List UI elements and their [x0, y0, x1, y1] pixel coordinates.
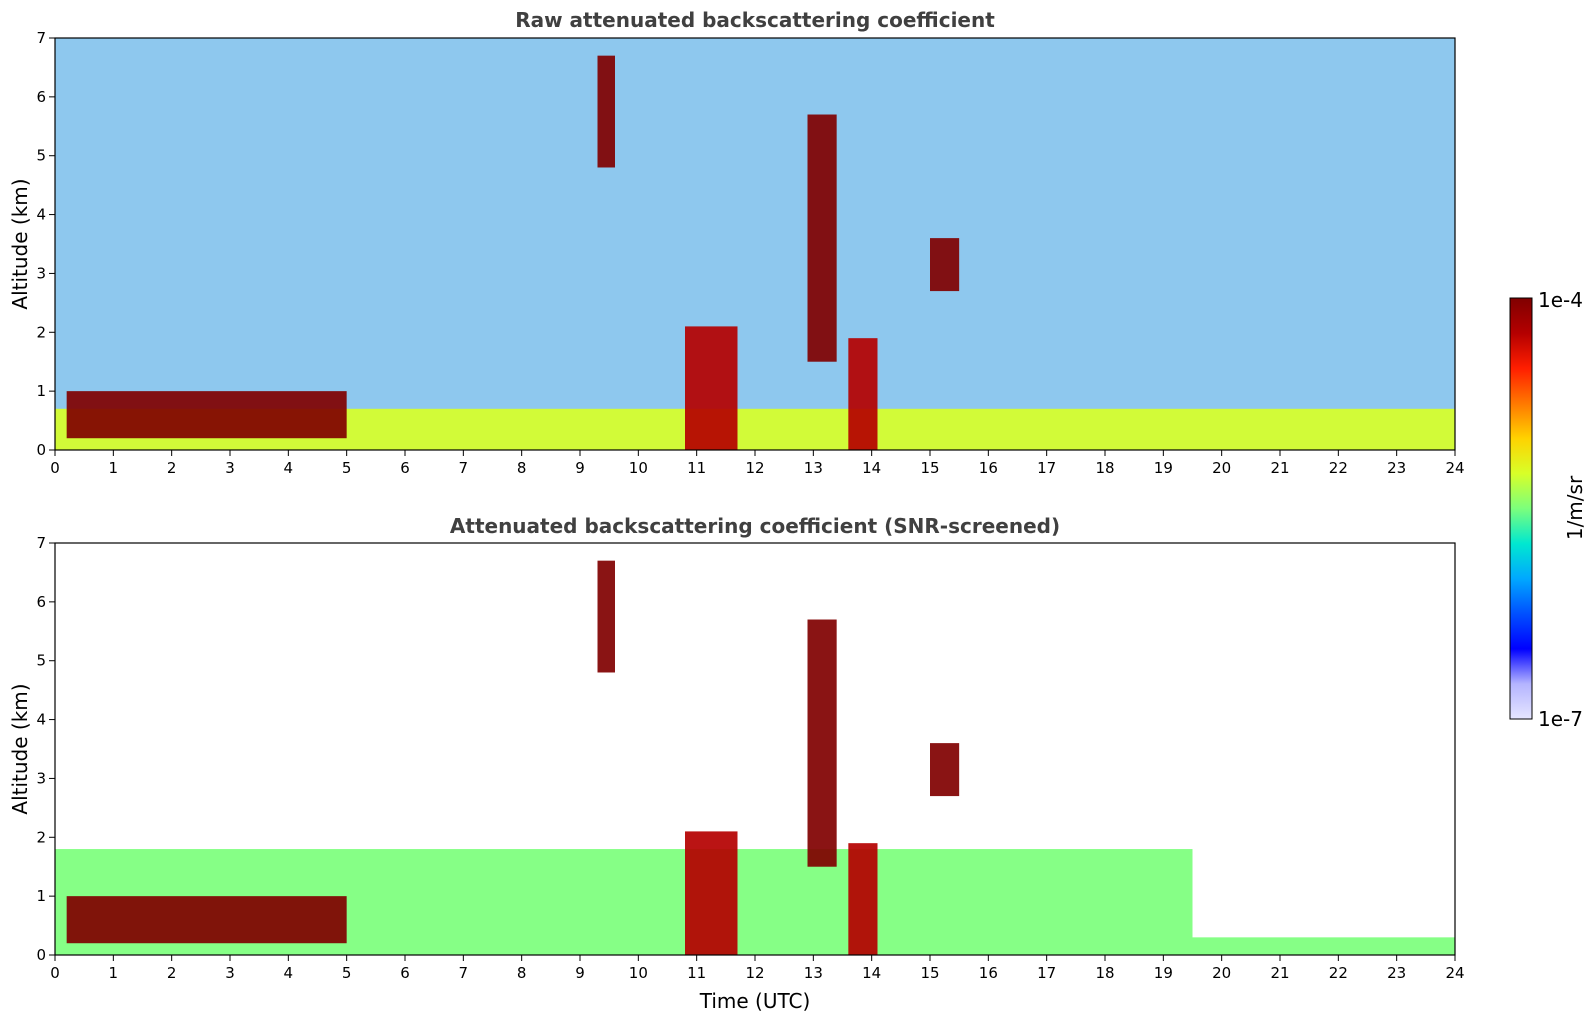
y-tick-label: 5	[36, 147, 46, 165]
heatmap-feature-optically-thick-cloud	[848, 338, 878, 450]
x-tick-label: 11	[687, 459, 706, 477]
x-tick-label: 15	[920, 964, 939, 982]
heatmap-feature-elevated-cloud	[930, 743, 960, 797]
x-tick-label: 7	[459, 964, 469, 982]
heatmap-feature-optically-thick-cloud	[685, 831, 738, 955]
x-tick-label: 16	[979, 459, 998, 477]
x-tick-label: 10	[629, 964, 648, 982]
x-tick-label: 16	[979, 964, 998, 982]
x-tick-label: 8	[517, 459, 527, 477]
x-tick-label: 4	[284, 964, 294, 982]
x-tick-label: 13	[804, 459, 823, 477]
x-tick-label: 4	[284, 459, 294, 477]
x-tick-label: 17	[1037, 964, 1056, 982]
heatmap-feature-virga-ice-fall-streak	[807, 114, 837, 362]
heatmap-feature-virga-ice-fall-streak	[597, 560, 615, 673]
x-tick-label: 21	[1270, 459, 1289, 477]
x-tick-label: 21	[1270, 964, 1289, 982]
y-tick-label: 3	[36, 264, 46, 282]
x-tick-label: 6	[400, 459, 410, 477]
x-tick-label: 22	[1329, 964, 1348, 982]
x-tick-label: 18	[1095, 459, 1114, 477]
colorbar-min-label: 1e-7	[1538, 707, 1583, 731]
x-tick-label: 19	[1154, 964, 1173, 982]
colorbar-max-label: 1e-4	[1538, 288, 1583, 312]
x-tick-label: 12	[745, 459, 764, 477]
x-tick-label: 0	[50, 459, 60, 477]
x-tick-label: 15	[920, 459, 939, 477]
x-axis-label: Time (UTC)	[699, 989, 811, 1013]
y-tick-label: 4	[36, 206, 46, 224]
x-tick-label: 14	[862, 459, 881, 477]
x-tick-label: 24	[1445, 459, 1464, 477]
x-tick-label: 5	[342, 459, 352, 477]
y-tick-label: 3	[36, 769, 46, 787]
y-axis-label: Altitude (km)	[8, 178, 32, 309]
background-signal	[55, 38, 1455, 450]
y-tick-label: 6	[36, 593, 46, 611]
x-axis-ticks: 0 1 2 3 4 5 6 7 8 9 10 11 12 13 14 15 16 17 18 19 20 21 22 23 24	[50, 955, 1465, 982]
x-tick-label: 20	[1212, 459, 1231, 477]
x-tick-label: 0	[50, 964, 60, 982]
y-axis-ticks: 0 1 2 3 4 5 6 7	[36, 29, 55, 459]
x-tick-label: 9	[575, 964, 585, 982]
x-tick-label: 23	[1387, 459, 1406, 477]
x-tick-label: 23	[1387, 964, 1406, 982]
x-tick-label: 10	[629, 459, 648, 477]
heatmap-feature-shallow-aerosol-layer	[1192, 937, 1455, 955]
x-tick-label: 18	[1095, 964, 1114, 982]
x-tick-label: 11	[687, 964, 706, 982]
x-tick-label: 13	[804, 964, 823, 982]
x-tick-label: 24	[1445, 964, 1464, 982]
chart-title: Attenuated backscattering coefficient (S…	[450, 514, 1060, 538]
heatmap-area	[55, 38, 1455, 450]
x-tick-label: 7	[459, 459, 469, 477]
heatmap-area	[55, 560, 1455, 955]
heatmap-feature-optically-thick-cloud	[848, 843, 878, 955]
heatmap-feature-elevated-cloud	[930, 238, 960, 292]
heatmap-feature-virga-ice-fall-streak	[597, 55, 615, 168]
y-tick-label: 7	[36, 534, 46, 552]
x-tick-label: 2	[167, 964, 177, 982]
y-tick-label: 0	[36, 946, 46, 964]
colorbar-gradient	[1509, 297, 1533, 720]
heatmap-feature-optically-thick-cloud	[685, 326, 738, 450]
y-tick-label: 2	[36, 323, 46, 341]
x-tick-label: 22	[1329, 459, 1348, 477]
x-tick-label: 2	[167, 459, 177, 477]
x-tick-label: 1	[109, 964, 119, 982]
x-tick-label: 20	[1212, 964, 1231, 982]
x-tick-label: 14	[862, 964, 881, 982]
heatmap-feature-virga-ice-fall-streak	[807, 619, 837, 867]
y-tick-label: 5	[36, 652, 46, 670]
colorbar: 1e-4 1e-7 1/m/sr	[1509, 288, 1587, 731]
y-tick-label: 2	[36, 828, 46, 846]
x-tick-label: 5	[342, 964, 352, 982]
x-tick-label: 9	[575, 459, 585, 477]
heatmap-feature-low-cloud-layer	[66, 391, 347, 439]
y-tick-label: 4	[36, 711, 46, 729]
y-axis-ticks: 0 1 2 3 4 5 6 7	[36, 534, 55, 964]
y-tick-label: 1	[36, 887, 46, 905]
x-tick-label: 1	[109, 459, 119, 477]
panel-raw: Raw attenuated backscattering coefficien…	[8, 8, 1465, 477]
x-tick-label: 8	[517, 964, 527, 982]
x-axis-ticks: 0 1 2 3 4 5 6 7 8 9 10 11 12 13 14 15 16 17 18 19 20 21 22 23 24	[50, 450, 1465, 477]
x-tick-label: 12	[745, 964, 764, 982]
x-tick-label: 3	[225, 964, 235, 982]
x-tick-label: 3	[225, 459, 235, 477]
y-tick-label: 7	[36, 29, 46, 47]
heatmap-feature-low-cloud-layer	[66, 896, 347, 944]
chart-title: Raw attenuated backscattering coefficien…	[515, 8, 995, 32]
y-tick-label: 0	[36, 441, 46, 459]
y-axis-label: Altitude (km)	[8, 683, 32, 814]
y-tick-label: 1	[36, 382, 46, 400]
y-tick-label: 6	[36, 88, 46, 106]
colorbar-unit-label: 1/m/sr	[1563, 475, 1587, 540]
x-tick-label: 19	[1154, 459, 1173, 477]
panel-screened: Attenuated backscattering coefficient (S…	[8, 514, 1465, 1013]
x-tick-label: 17	[1037, 459, 1056, 477]
x-tick-label: 6	[400, 964, 410, 982]
